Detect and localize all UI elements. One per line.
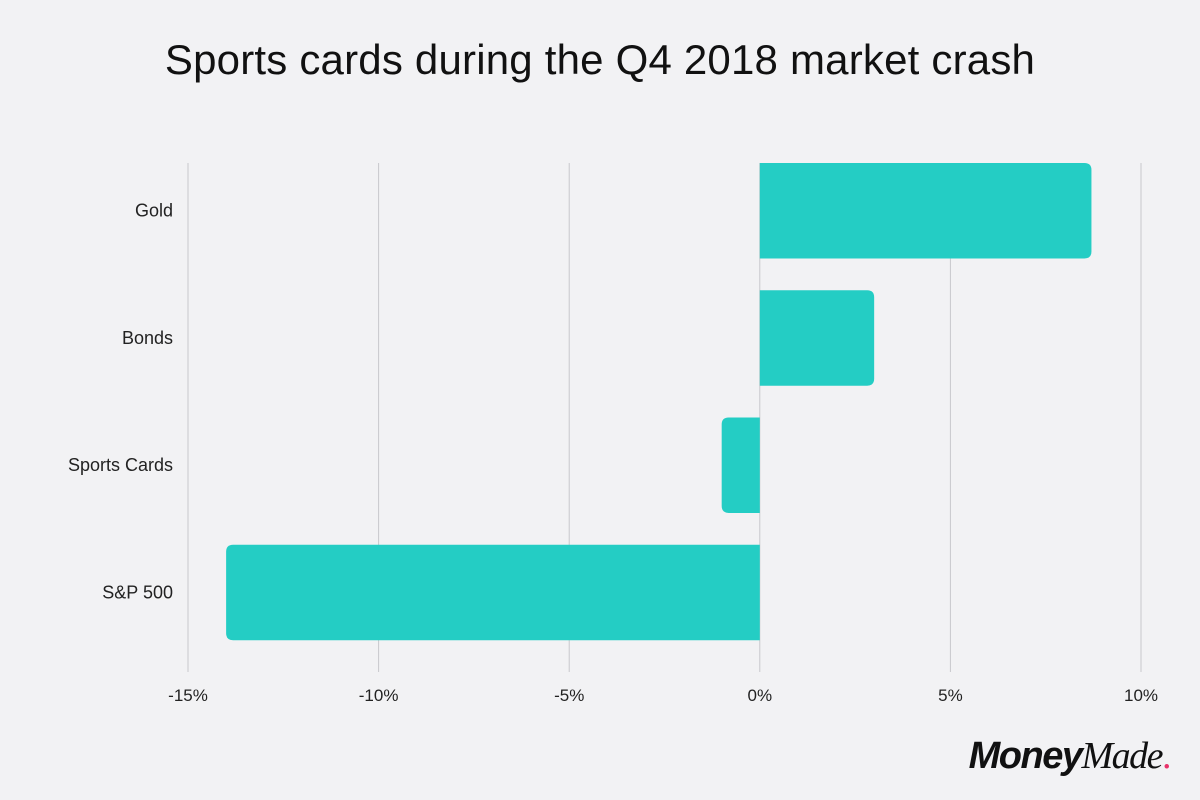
category-labels: Gold Bonds Sports Cards S&P 500 <box>68 201 173 603</box>
tick-labels: -15% -10% -5% 0% 5% 10% <box>168 686 1158 705</box>
category-label: Sports Cards <box>68 455 173 475</box>
x-tick-label: -5% <box>554 686 584 705</box>
bars <box>226 163 1092 641</box>
chart-title: Sports cards during the Q4 2018 market c… <box>164 36 1036 83</box>
x-tick-label: 5% <box>938 686 963 705</box>
category-label: S&P 500 <box>102 582 173 602</box>
x-tick-label: 10% <box>1124 686 1158 705</box>
bar-bonds <box>759 290 875 386</box>
moneymade-logo: MoneyMade. <box>968 735 1172 777</box>
x-tick-label: 0% <box>748 686 773 705</box>
bar-gold <box>759 163 1092 259</box>
category-label: Bonds <box>122 328 173 348</box>
bar-s-p-500 <box>226 544 760 641</box>
category-label: Gold <box>135 201 173 221</box>
x-tick-label: -15% <box>168 686 208 705</box>
bar-sports-cards <box>721 417 760 513</box>
x-tick-label: -10% <box>359 686 399 705</box>
